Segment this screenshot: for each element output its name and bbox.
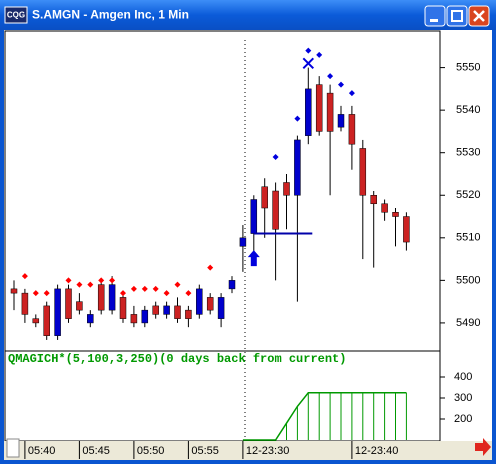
signal-dot bbox=[141, 285, 148, 292]
candle-body bbox=[206, 297, 214, 311]
candle-body bbox=[152, 305, 159, 315]
candle-body bbox=[315, 84, 323, 132]
x-tick-label: 12-23:30 bbox=[246, 445, 289, 457]
candle-body bbox=[359, 148, 367, 196]
time-axis-bar bbox=[4, 441, 492, 460]
candle-body bbox=[174, 305, 181, 319]
signal-dot bbox=[294, 115, 301, 122]
signal-dot bbox=[338, 81, 344, 88]
candle-body bbox=[239, 237, 247, 247]
candle-body bbox=[381, 203, 388, 213]
signal-dot bbox=[348, 90, 355, 97]
candle-body bbox=[10, 288, 18, 294]
x-tick-label: 05:40 bbox=[28, 445, 56, 457]
app-icon-text: CQG bbox=[7, 11, 25, 20]
candle-body bbox=[348, 114, 356, 145]
maximize-button[interactable] bbox=[446, 5, 468, 27]
signal-dot bbox=[163, 290, 170, 297]
y-tick-label: 5510 bbox=[456, 232, 480, 244]
client-area bbox=[4, 30, 492, 460]
candle-body bbox=[261, 186, 268, 209]
candle-body bbox=[32, 318, 40, 324]
y-tick-label: 300 bbox=[454, 392, 472, 404]
y-tick-label: 5500 bbox=[456, 274, 480, 286]
candle-body bbox=[283, 182, 290, 196]
signal-dot bbox=[109, 277, 116, 284]
y-tick-label: 5550 bbox=[456, 62, 480, 74]
title-bar bbox=[0, 0, 496, 30]
signal-dot bbox=[185, 290, 192, 297]
scroll-right-arrow[interactable] bbox=[475, 438, 491, 456]
y-tick-label: 5490 bbox=[456, 317, 480, 329]
candle-body bbox=[185, 309, 192, 319]
candle-body bbox=[250, 199, 258, 234]
minimize-button[interactable] bbox=[424, 5, 446, 27]
y-tick-label: 5520 bbox=[456, 189, 480, 201]
signal-arrow bbox=[247, 250, 260, 267]
candle-body bbox=[326, 92, 334, 132]
window-title: S.AMGN - Amgen Inc, 1 Min bbox=[32, 8, 189, 22]
signal-dot bbox=[272, 153, 279, 160]
indicator-line bbox=[242, 391, 407, 441]
candle-body bbox=[337, 114, 345, 128]
signal-dot bbox=[87, 281, 94, 288]
signal-dot bbox=[305, 47, 312, 54]
candle-body bbox=[217, 297, 225, 319]
signal-cross bbox=[302, 57, 315, 70]
candle-body bbox=[54, 288, 61, 336]
candle-body bbox=[130, 314, 138, 324]
signal-dot bbox=[174, 281, 181, 288]
candle-body bbox=[294, 139, 301, 196]
candle-body bbox=[305, 88, 312, 136]
signal-dot bbox=[65, 277, 72, 284]
scroll-box[interactable] bbox=[6, 438, 20, 458]
app-icon bbox=[4, 6, 28, 24]
candle-body bbox=[43, 305, 50, 336]
x-tick-label: 05:45 bbox=[82, 445, 110, 457]
candle-body bbox=[108, 284, 116, 311]
y-tick-label: 200 bbox=[454, 413, 472, 425]
x-tick-label: 05:50 bbox=[137, 445, 165, 457]
signal-dot bbox=[207, 264, 214, 271]
candle-body bbox=[87, 314, 94, 324]
close-button[interactable] bbox=[468, 5, 490, 27]
signal-dot bbox=[327, 73, 334, 80]
candle-body bbox=[76, 301, 83, 311]
indicator-title: QMAGICH*(5,100,3,250)(0 days back from c… bbox=[8, 352, 346, 366]
signal-dot bbox=[120, 290, 126, 297]
signal-dot bbox=[316, 51, 323, 58]
signal-dot bbox=[76, 281, 83, 288]
candle-body bbox=[163, 305, 170, 315]
signal-dot bbox=[43, 290, 50, 297]
candle-body bbox=[392, 212, 399, 217]
candle-body bbox=[65, 288, 72, 319]
candle-body bbox=[228, 280, 236, 290]
x-tick-label: 12-23:40 bbox=[355, 445, 398, 457]
candle-body bbox=[272, 190, 279, 230]
candle-body bbox=[370, 195, 377, 205]
y-tick-label: 400 bbox=[454, 371, 472, 383]
candle-body bbox=[141, 309, 149, 324]
candle-body bbox=[21, 292, 29, 315]
signal-dot bbox=[21, 273, 28, 280]
signal-dot bbox=[32, 290, 39, 297]
y-tick-label: 5530 bbox=[456, 147, 480, 159]
y-tick-label: 5540 bbox=[456, 104, 480, 116]
candle-body bbox=[403, 216, 410, 243]
candle-body bbox=[119, 297, 127, 319]
signal-dot bbox=[98, 277, 105, 284]
x-tick-label: 05:55 bbox=[191, 445, 219, 457]
candle-body bbox=[196, 288, 203, 315]
signal-dot bbox=[152, 285, 159, 292]
signal-dot bbox=[130, 285, 137, 292]
candle-body bbox=[97, 284, 105, 311]
